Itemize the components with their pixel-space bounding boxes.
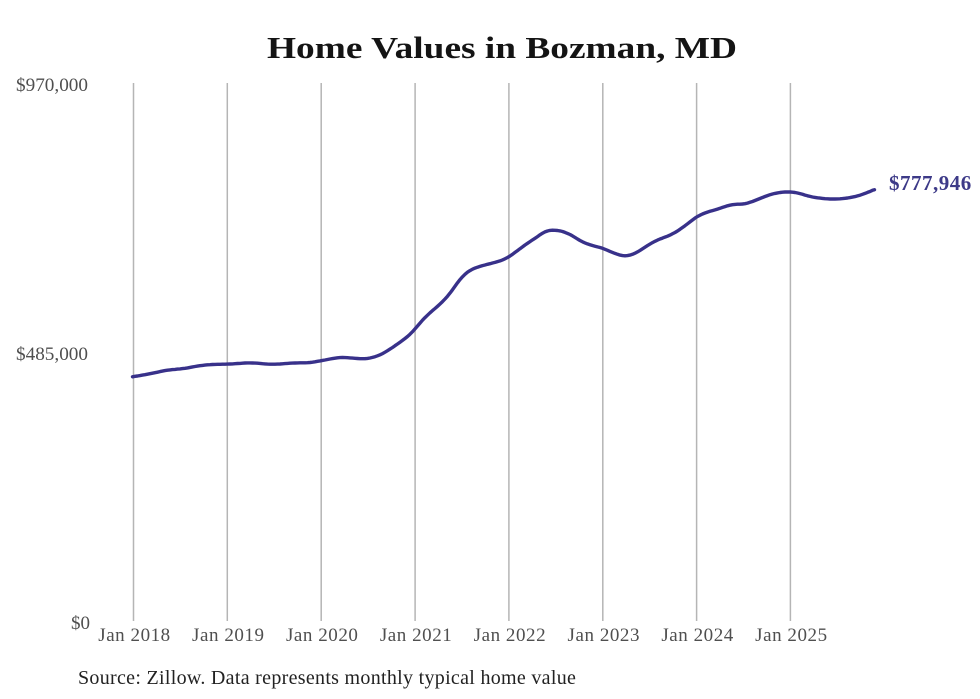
svg-text:Jan 2023: Jan 2023 [568,625,640,646]
svg-text:Jan 2020: Jan 2020 [286,625,358,646]
svg-text:Jan 2018: Jan 2018 [98,625,170,646]
svg-text:Jan 2022: Jan 2022 [474,625,546,646]
svg-text:$0: $0 [71,613,90,634]
svg-text:Jan 2025: Jan 2025 [755,625,827,646]
svg-text:$485,000: $485,000 [16,344,88,365]
svg-text:Jan 2024: Jan 2024 [661,625,733,646]
svg-text:$970,000: $970,000 [16,75,88,96]
svg-text:Jan 2021: Jan 2021 [380,625,452,646]
svg-text:Source: Zillow. Data represent: Source: Zillow. Data represents monthly … [78,667,576,689]
svg-text:$777,946: $777,946 [889,171,972,195]
svg-text:Home Values in Bozman, MD: Home Values in Bozman, MD [267,30,737,65]
svg-text:Jan 2019: Jan 2019 [192,625,264,646]
